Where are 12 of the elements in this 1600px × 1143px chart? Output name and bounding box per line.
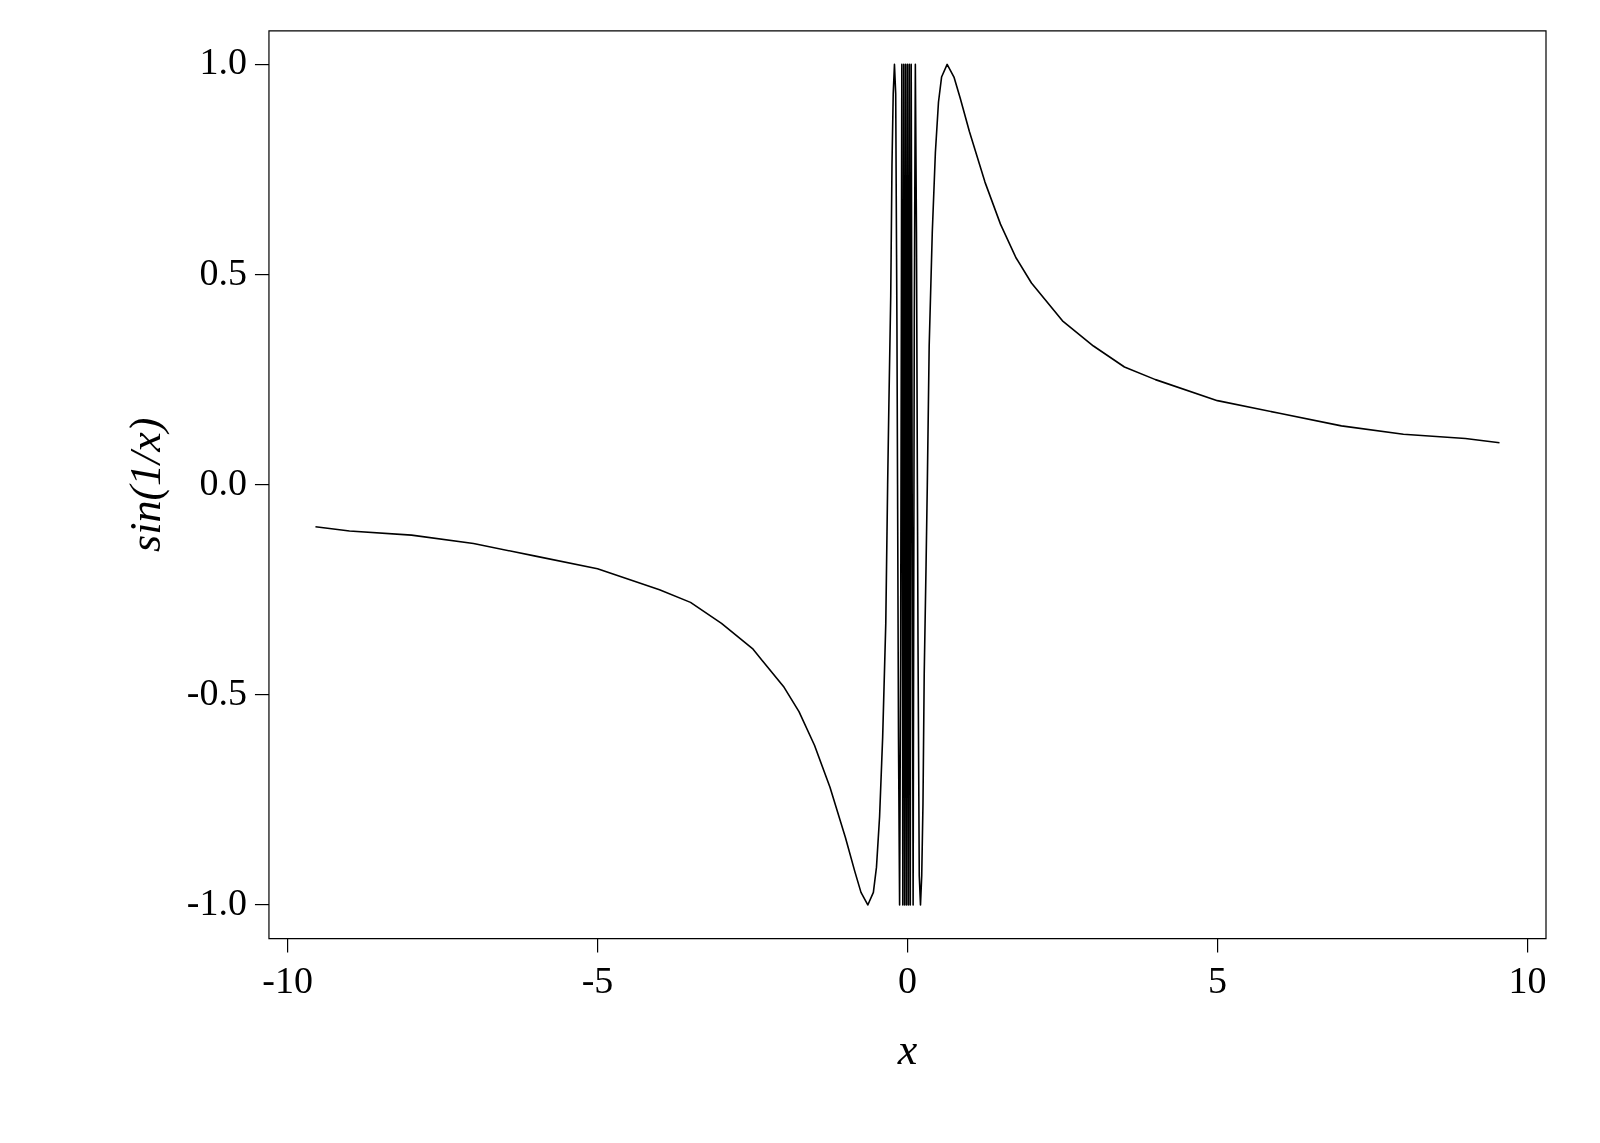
y-tick-label: -1.0 xyxy=(186,880,247,923)
x-tick-label: -10 xyxy=(262,959,313,1002)
x-axis-title: x xyxy=(896,1025,918,1075)
x-tick-label: 10 xyxy=(1508,959,1547,1002)
y-axis-title: sin(1/x) xyxy=(120,417,170,552)
x-tick-label: -5 xyxy=(581,959,614,1002)
y-tick-label: 0.5 xyxy=(199,250,247,293)
y-tick-label: -0.5 xyxy=(186,670,247,713)
y-tick-label: 1.0 xyxy=(199,40,247,83)
x-tick-label: 0 xyxy=(897,959,917,1002)
y-tick-label: 0.0 xyxy=(199,460,247,503)
x-tick-label: 5 xyxy=(1207,959,1227,1002)
